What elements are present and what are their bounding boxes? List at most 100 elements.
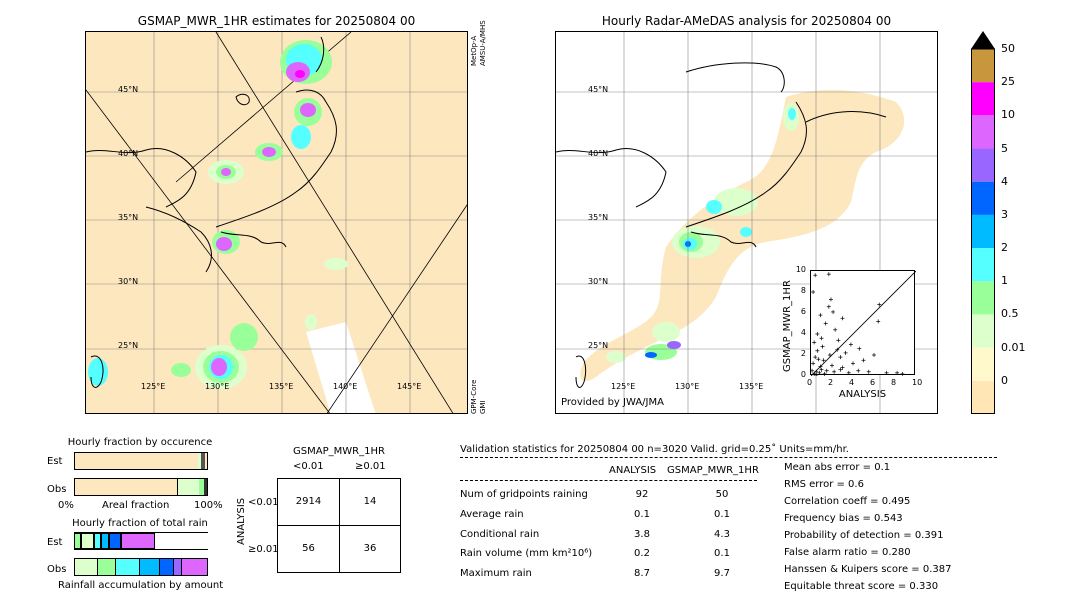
- contingency-cell-21: 56: [302, 543, 315, 554]
- scatter-point: [810, 368, 815, 373]
- occurrence-x-left: 0%: [58, 500, 74, 511]
- validation-row-label: Maximum rain: [460, 568, 532, 579]
- left-lat-label-4: 30°N: [118, 277, 139, 286]
- identity-line: [810, 270, 917, 377]
- scatter-point: [821, 358, 826, 363]
- validation-row-gsmap: 50: [715, 489, 729, 500]
- scatter-point: [836, 338, 841, 343]
- scatter-point: [857, 346, 862, 351]
- occurrence-bar-est: [74, 452, 208, 470]
- contingency-title: GSMAP_MWR_1HR: [293, 446, 385, 457]
- scatter-point: [813, 273, 818, 278]
- right-map-title: Hourly Radar-AMeDAS analysis for 2025080…: [601, 14, 892, 28]
- scatter-point: [817, 370, 822, 375]
- scatter-point: [812, 340, 817, 345]
- contingency-row-2: ≥0.01: [248, 544, 279, 555]
- right-lon-label-2: 130°E: [675, 382, 700, 391]
- scatter-point: [866, 369, 871, 374]
- scatter-plot-area: [810, 270, 917, 377]
- validation-row-label: Conditional rain: [460, 529, 540, 540]
- scatter-point: [848, 342, 853, 347]
- scatter-point: [814, 372, 819, 377]
- rain-fraction-xlabel: Rainfall accumulation by amount: [58, 580, 224, 591]
- scatter-point: [884, 370, 889, 375]
- scatter-point: [811, 361, 816, 366]
- score-line: RMS error = 0.6: [784, 479, 864, 490]
- validation-col-gsmap: GSMAP_MWR_1HR: [667, 465, 759, 476]
- rain-fraction-title: Hourly fraction of total rain: [72, 518, 208, 529]
- colorbar-label: 25: [1001, 75, 1015, 89]
- scatter-point: [816, 357, 821, 362]
- scatter-x-tick: 8: [891, 378, 897, 387]
- scatter-point: [815, 332, 820, 336]
- score-line: Frequency bias = 0.543: [784, 513, 903, 524]
- scatter-point: [877, 302, 882, 307]
- validation-col-analysis: ANALYSIS: [609, 465, 657, 476]
- no-data-wedge: [306, 322, 376, 413]
- contingency-col-1: <0.01: [293, 461, 324, 472]
- data-credit: Provided by JWA/JMA: [561, 397, 664, 408]
- scatter-point: [819, 367, 824, 372]
- colorbar-swatch: [971, 82, 995, 116]
- validation-row-analysis: 8.7: [634, 568, 650, 579]
- scatter-y-tick: 8: [800, 286, 806, 295]
- left-lat-label-2: 40°N: [118, 149, 139, 158]
- scatter-point: [820, 344, 825, 349]
- scatter-point: [827, 353, 832, 357]
- validation-row-label: Average rain: [460, 509, 524, 520]
- colorbar-swatch: [971, 148, 995, 182]
- scatter-point: [861, 358, 866, 363]
- scatter-x-tick: 0: [807, 378, 813, 387]
- scatter-point: [818, 313, 823, 318]
- contingency-row-axis: ANALYSIS: [236, 497, 247, 545]
- right-lat-label-2: 40°N: [588, 149, 609, 158]
- validation-row-label: Rain volume (mm km²10⁶): [460, 548, 593, 559]
- scatter-x-tick: 4: [849, 378, 855, 387]
- scatter-point: [811, 290, 816, 294]
- validation-header: Validation statistics for 20250804 00 n=…: [460, 444, 849, 455]
- scatter-x-tick: 6: [870, 378, 876, 387]
- scatter-point: [832, 369, 837, 374]
- contingency-row-1: <0.01: [248, 497, 279, 508]
- left-lat-label-1: 45°N: [118, 85, 139, 94]
- swath-lines: [86, 32, 467, 413]
- rain-fraction-row-obs: Obs: [47, 564, 67, 575]
- colorbar-extend-triangle: [971, 31, 995, 49]
- colorbar-outline: [971, 48, 995, 414]
- colorbar-swatch: [971, 115, 995, 149]
- colorbar-swatch: [971, 281, 995, 315]
- right-lon-label-3: 135°E: [739, 382, 764, 391]
- scatter-point: [828, 297, 833, 302]
- validation-col-rule: [460, 480, 757, 481]
- radar-rain: [606, 103, 799, 363]
- colorbar-swatch: [971, 347, 995, 381]
- validation-row-gsmap: 0.1: [714, 509, 730, 520]
- left-map: [85, 31, 468, 414]
- scatter-point: [856, 368, 861, 373]
- scatter-point: [835, 347, 840, 352]
- occurrence-x-right: 100%: [194, 500, 223, 511]
- scatter-point: [838, 367, 843, 372]
- colorbar-swatch: [971, 248, 995, 282]
- validation-row-gsmap: 9.7: [714, 568, 730, 579]
- scatter-point: [846, 370, 851, 375]
- scatter-point: [812, 371, 817, 376]
- colorbar-swatch: [971, 314, 995, 348]
- colorbar-label: 2: [1001, 241, 1008, 255]
- validation-row-analysis: 92: [635, 489, 649, 500]
- colorbar-label: 3: [1001, 207, 1008, 221]
- scatter-point: [831, 309, 836, 314]
- scatter-x-tick: 2: [828, 378, 834, 387]
- colorbar-label: 1: [1001, 274, 1008, 288]
- occurrence-title: Hourly fraction by occurence: [67, 437, 213, 448]
- scatter-point: [900, 371, 905, 376]
- occurrence-bar-obs: [74, 478, 208, 496]
- validation-row-analysis: 0.1: [634, 509, 650, 520]
- right-lon-label-1: 125°E: [611, 382, 636, 391]
- colorbar-swatch: [971, 49, 995, 83]
- scatter-point: [840, 316, 845, 321]
- scatter-point: [895, 370, 900, 375]
- scatter-point: [833, 327, 838, 332]
- contingency-col-2: ≥0.01: [355, 461, 386, 472]
- scatter-point: [822, 371, 827, 376]
